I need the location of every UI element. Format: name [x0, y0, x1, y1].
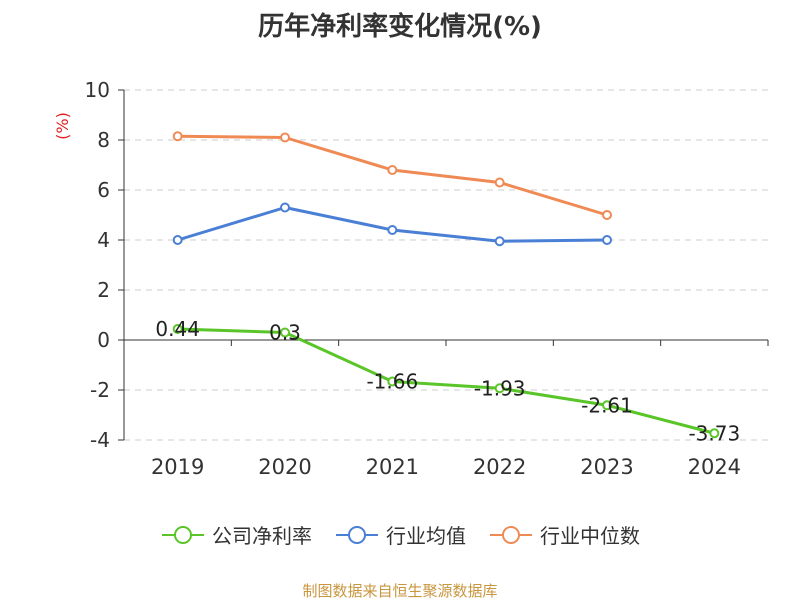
- data-label: -3.73: [688, 421, 740, 445]
- data-point: [709, 428, 720, 439]
- data-label: 0.44: [155, 317, 200, 341]
- x-tick-label: 2022: [473, 455, 526, 479]
- y-tick-label: 0: [97, 328, 110, 352]
- chart-title: 历年净利率变化情况(%): [258, 12, 542, 42]
- x-tick-label: 2019: [151, 455, 204, 479]
- y-tick-label: 2: [97, 278, 110, 302]
- data-point: [387, 225, 398, 235]
- legend-marker-company: [162, 525, 204, 544]
- data-point: [280, 202, 290, 213]
- y-tick-label: -4: [90, 428, 110, 452]
- data-label: 0.3: [269, 321, 301, 345]
- data-point: [172, 324, 183, 334]
- y-axis-label: (%): [53, 112, 72, 140]
- data-label: -2.61: [581, 393, 633, 417]
- x-tick-label: 2020: [258, 455, 311, 479]
- legend-label-industry-median: 行业中位数: [540, 524, 640, 548]
- legend-marker-industry-median: [490, 525, 532, 544]
- y-tick-label: 4: [97, 228, 110, 252]
- data-point: [494, 177, 505, 188]
- series-line: [177, 206, 608, 243]
- data-label: -1.93: [474, 376, 526, 400]
- data-point: [494, 236, 505, 247]
- data-point: [387, 165, 398, 175]
- data-point: [602, 235, 612, 245]
- data-point: [602, 210, 612, 220]
- source-note: 制图数据来自恒生聚源数据库: [302, 582, 498, 600]
- legend-item-industry-avg[interactable]: 行业均值: [334, 520, 466, 549]
- data-label: -1.66: [366, 370, 418, 394]
- y-tick-label: 6: [97, 178, 110, 202]
- legend-label-company: 公司净利率: [212, 524, 312, 548]
- legend: 公司净利率 行业均值 行业中位数: [0, 520, 800, 549]
- data-point: [280, 132, 290, 143]
- data-point: [602, 400, 612, 411]
- y-tick-label: 10: [85, 78, 110, 102]
- legend-label-industry-avg: 行业均值: [386, 524, 466, 548]
- data-point: [280, 327, 290, 338]
- data-point: [494, 383, 505, 394]
- legend-item-company[interactable]: 公司净利率: [160, 520, 312, 549]
- x-tick-label: 2023: [580, 455, 633, 479]
- series-line: [177, 327, 715, 435]
- x-tick-label: 2024: [688, 455, 741, 479]
- x-tick-label: 2021: [366, 455, 419, 479]
- legend-item-industry-median[interactable]: 行业中位数: [488, 520, 640, 549]
- y-tick-label: -2: [90, 378, 110, 402]
- data-point: [172, 131, 183, 142]
- data-point: [172, 235, 183, 245]
- legend-marker-industry-avg: [336, 525, 378, 544]
- y-tick-label: 8: [97, 128, 110, 152]
- series-line: [177, 134, 608, 217]
- data-point: [387, 376, 398, 387]
